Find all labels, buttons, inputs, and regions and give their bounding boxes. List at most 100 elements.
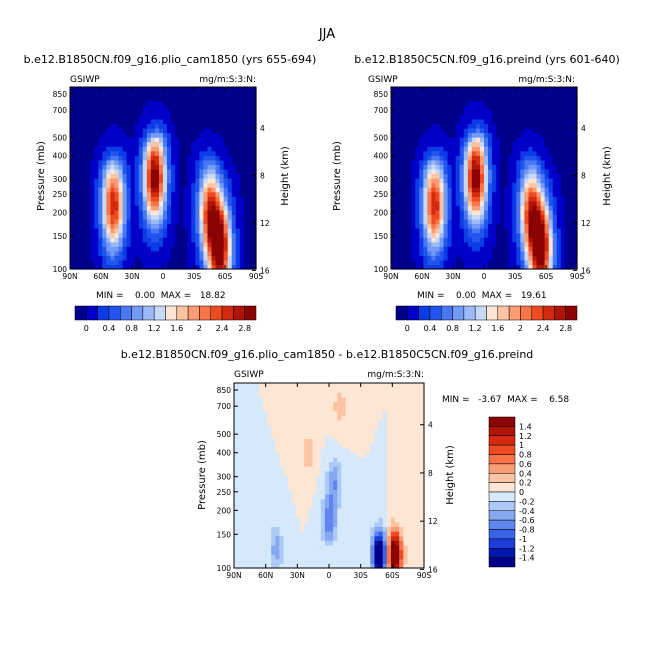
field-cell bbox=[508, 164, 513, 170]
field-cell bbox=[536, 100, 542, 106]
field-cell bbox=[239, 168, 245, 175]
field-cell bbox=[271, 420, 276, 426]
field-cell bbox=[443, 168, 449, 175]
field-cell bbox=[130, 137, 136, 143]
field-cell bbox=[540, 228, 546, 234]
field-cell bbox=[504, 132, 509, 138]
field-cell bbox=[238, 544, 243, 551]
field-cell bbox=[134, 155, 140, 161]
field-cell bbox=[239, 232, 245, 238]
field-cell bbox=[308, 443, 314, 449]
field-cell bbox=[242, 438, 247, 444]
field-cell bbox=[82, 96, 87, 102]
field-cell bbox=[150, 259, 156, 266]
field-cell bbox=[275, 383, 281, 389]
field-cell bbox=[532, 205, 538, 211]
field-cell bbox=[488, 155, 493, 161]
field-cell bbox=[512, 237, 517, 243]
field-cell bbox=[471, 105, 477, 111]
field-cell bbox=[516, 164, 521, 170]
field-cell bbox=[304, 535, 309, 541]
field-cell bbox=[391, 255, 396, 261]
field-cell bbox=[308, 438, 314, 444]
field-cell bbox=[536, 168, 542, 175]
field-cell bbox=[146, 150, 152, 156]
field-cell bbox=[94, 205, 99, 211]
field-cell bbox=[82, 178, 87, 184]
field-cell bbox=[98, 205, 103, 211]
field-cell bbox=[238, 480, 243, 486]
field-cell bbox=[475, 155, 481, 161]
field-cell bbox=[407, 191, 412, 197]
field-cell bbox=[291, 526, 297, 532]
field-cell bbox=[231, 132, 237, 138]
field-cell bbox=[275, 392, 281, 398]
field-cell bbox=[122, 196, 128, 202]
field-cell bbox=[251, 246, 257, 252]
field-cell bbox=[82, 232, 87, 238]
field-cell bbox=[82, 159, 87, 165]
field-cell bbox=[291, 535, 297, 541]
field-cell bbox=[195, 232, 200, 238]
field-cell bbox=[479, 91, 485, 97]
field-cell bbox=[435, 150, 441, 156]
field-cell bbox=[154, 209, 160, 215]
field-cell bbox=[439, 228, 445, 234]
x-tick-label: 0 bbox=[482, 272, 487, 281]
field-cell bbox=[223, 232, 229, 238]
field-cell bbox=[275, 429, 281, 435]
field-cell bbox=[90, 241, 95, 247]
field-cell bbox=[183, 155, 188, 161]
field-cell bbox=[548, 209, 554, 215]
field-cell bbox=[488, 127, 493, 134]
field-cell bbox=[403, 187, 408, 193]
field-cell bbox=[516, 205, 521, 211]
field-cell bbox=[337, 457, 342, 463]
field-cell bbox=[548, 228, 554, 234]
field-cell bbox=[475, 118, 481, 124]
field-cell bbox=[215, 87, 221, 93]
field-cell bbox=[163, 187, 168, 193]
field-cell bbox=[267, 517, 272, 523]
field-cell bbox=[528, 200, 534, 206]
field-cell bbox=[459, 91, 465, 97]
y-tick-label: 250 bbox=[53, 190, 68, 199]
field-cell bbox=[203, 191, 209, 197]
field-cell bbox=[154, 114, 160, 120]
field-cell bbox=[211, 173, 217, 179]
field-cell bbox=[349, 507, 355, 514]
field-cell bbox=[447, 178, 453, 184]
field-cell bbox=[203, 246, 209, 252]
field-cell bbox=[300, 480, 305, 486]
field-cell bbox=[479, 141, 485, 147]
colorbar-label: 0.8 bbox=[446, 324, 459, 333]
field-cell bbox=[341, 452, 347, 458]
y-tick-label: 100 bbox=[374, 265, 389, 274]
field-cell bbox=[451, 218, 457, 225]
field-cell bbox=[70, 173, 75, 179]
field-cell bbox=[467, 127, 473, 134]
field-cell bbox=[142, 205, 148, 211]
field-cell bbox=[142, 173, 148, 179]
field-cell bbox=[419, 114, 424, 120]
field-cell bbox=[195, 218, 200, 225]
field-cell bbox=[488, 196, 493, 202]
field-cell bbox=[320, 549, 326, 555]
field-cell bbox=[291, 424, 297, 430]
field-cell bbox=[163, 91, 168, 97]
field-cell bbox=[439, 187, 445, 193]
field-cell bbox=[142, 155, 148, 161]
field-cell bbox=[235, 146, 241, 152]
field-cell bbox=[451, 223, 457, 229]
field-cell bbox=[150, 264, 156, 270]
field-cell bbox=[251, 150, 257, 156]
field-cell bbox=[308, 457, 314, 463]
field-cell bbox=[171, 146, 176, 152]
field-cell bbox=[463, 109, 469, 115]
field-cell bbox=[163, 246, 168, 252]
field-cell bbox=[329, 540, 334, 546]
field-cell bbox=[118, 146, 124, 152]
field-cell bbox=[291, 415, 297, 421]
field-cell bbox=[395, 232, 400, 238]
field-cell bbox=[207, 159, 213, 165]
